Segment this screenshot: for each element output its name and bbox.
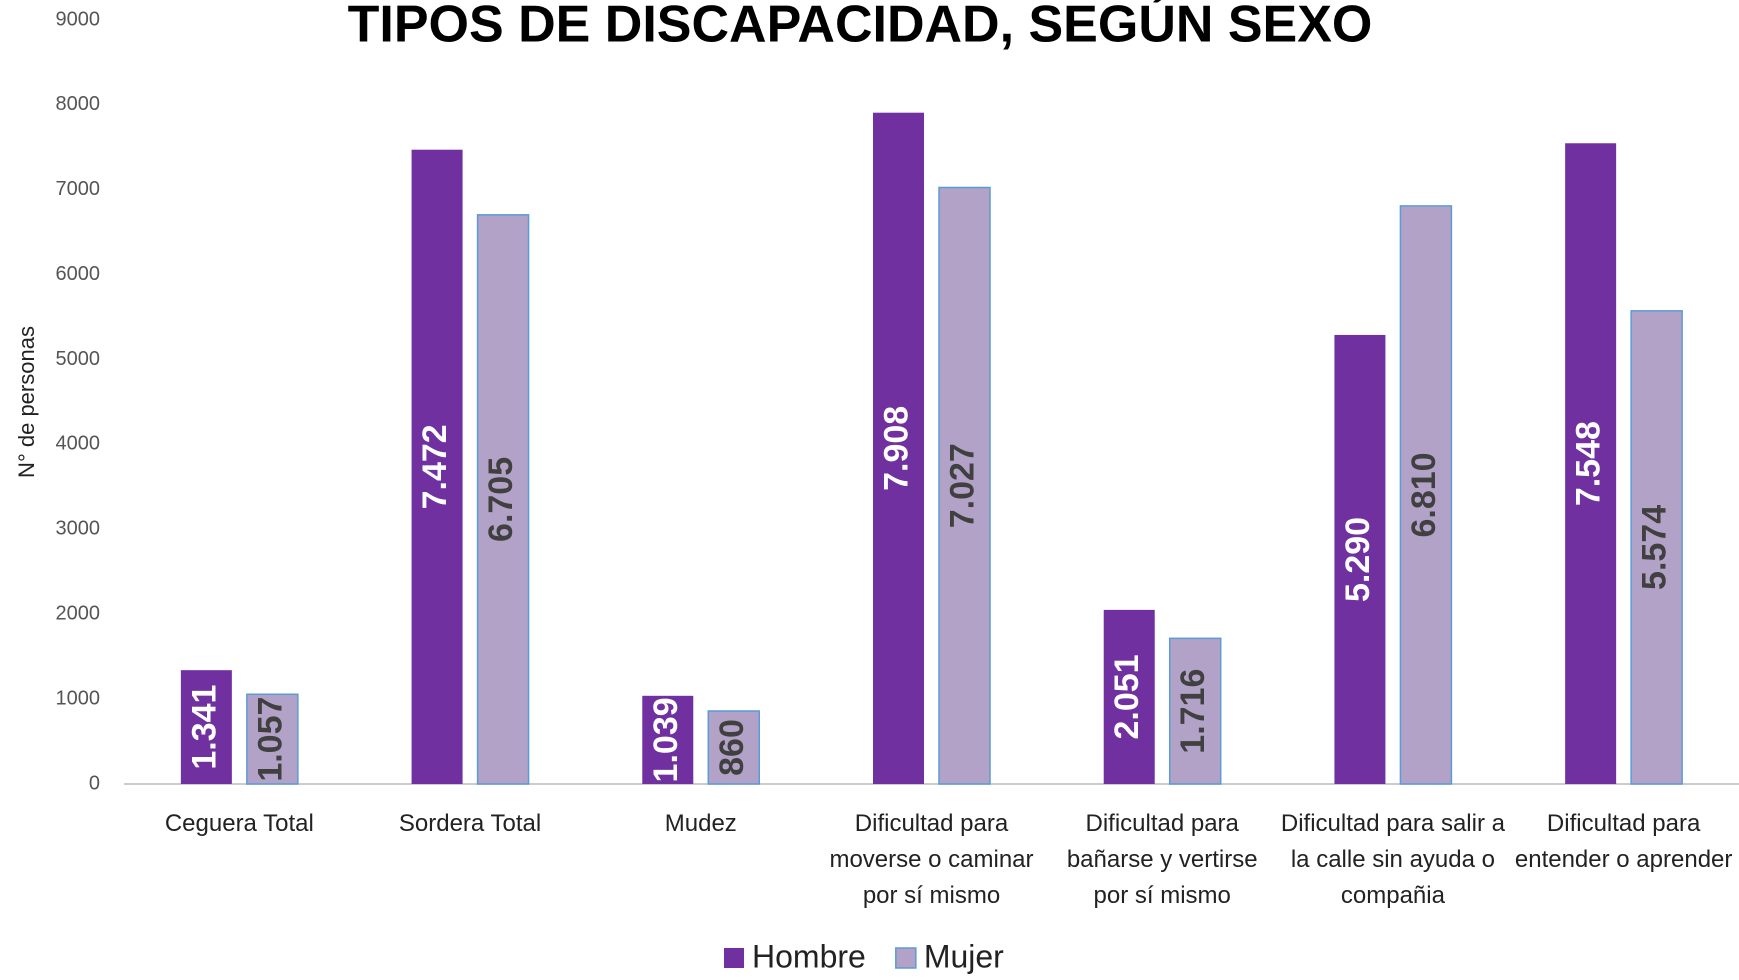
y-tick-label: 1000 (56, 687, 101, 709)
bar (476, 214, 530, 785)
x-tick-label: Dificultad para entender o aprender (1514, 810, 1733, 873)
data-label: 7.908 (877, 406, 915, 491)
data-label: 1.057 (251, 697, 289, 782)
bar (1565, 143, 1617, 784)
bar (642, 695, 694, 784)
y-axis-label: N° de personas (14, 326, 39, 478)
chart-title: TIPOS DE DISCAPACIDAD, SEGÚN SEXO (348, 0, 1373, 54)
x-tick-label: Dificultad para moverse o caminar por sí… (829, 810, 1034, 909)
bar (707, 710, 761, 785)
y-tick-label: 8000 (56, 93, 101, 115)
bar (1168, 637, 1222, 785)
bar (1630, 310, 1683, 785)
x-tick-label: Dificultad para bañarse y vertirse por s… (1066, 810, 1258, 909)
y-tick-label: 3000 (56, 518, 101, 540)
data-label: 5.290 (1339, 517, 1377, 602)
bar (411, 149, 463, 785)
data-label: 1.716 (1174, 669, 1212, 754)
y-tick-label: 4000 (56, 433, 101, 455)
data-label: 7.472 (416, 424, 454, 509)
legend-label: Mujer (924, 938, 1004, 974)
legend-label: Hombre (752, 938, 866, 974)
data-label: 2.051 (1108, 654, 1146, 739)
bar (1399, 205, 1453, 785)
data-label: 860 (713, 719, 751, 776)
y-tick-label: 6000 (56, 263, 101, 285)
y-tick-label: 7000 (56, 178, 101, 200)
bar (246, 693, 299, 785)
x-tick-label: Mudez (664, 810, 737, 837)
bar (1334, 334, 1386, 784)
bar (938, 186, 991, 785)
x-tick-label: Ceguera Total (164, 810, 314, 837)
x-tick-label: Sordera Total (398, 810, 542, 837)
data-label: 7.548 (1570, 421, 1608, 506)
bar (1103, 609, 1155, 784)
data-label: 7.027 (943, 443, 981, 528)
y-tick-label: 0 (89, 772, 100, 794)
y-tick-label: 5000 (56, 348, 101, 370)
data-label: 6.810 (1405, 452, 1443, 537)
x-tick-label: Dificultad para salir a la calle sin ayu… (1280, 810, 1505, 909)
bar (873, 112, 924, 784)
legend-swatch (724, 948, 744, 968)
data-label: 1.039 (647, 697, 685, 782)
legend-swatch (895, 947, 917, 969)
data-label: 5.574 (1636, 505, 1674, 590)
y-tick-label: 2000 (56, 603, 101, 625)
y-tick-label: 9000 (56, 8, 101, 30)
data-label: 1.341 (185, 685, 223, 770)
bar (180, 670, 232, 784)
data-label: 6.705 (482, 457, 520, 542)
